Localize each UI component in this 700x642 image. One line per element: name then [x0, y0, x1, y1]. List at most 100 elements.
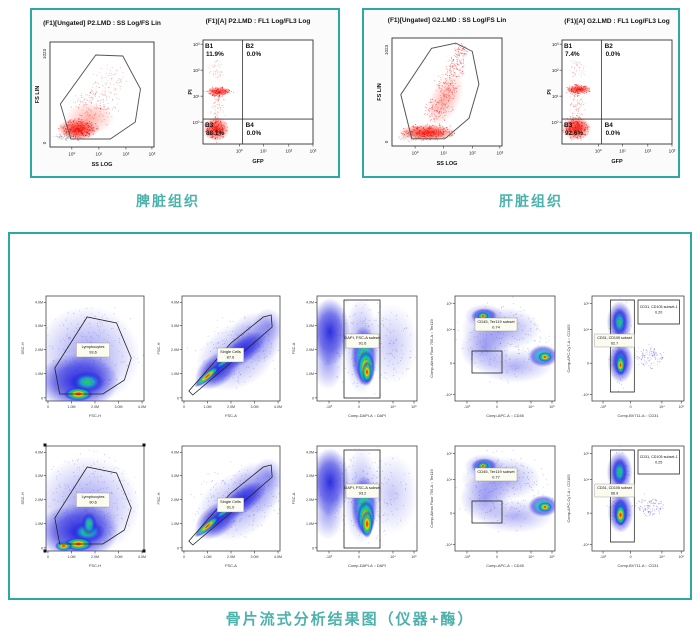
gate-label-box	[474, 317, 518, 332]
y-tick: 10⁵	[584, 302, 590, 306]
gate-name: Single Cells	[220, 499, 241, 504]
x-tick: 1.0M	[203, 555, 211, 559]
x-tick: 1.0M	[67, 405, 75, 409]
x-tick: 3.0M	[251, 405, 259, 409]
x-tick: -10³	[464, 555, 471, 559]
density-plot-r1-c3: FSC-A 4.0M 3.0M 2.0M 1.0M 0 DAPI, FSC-A subset…	[291, 295, 418, 418]
y-axis-label: PI	[188, 89, 194, 95]
y-axis-label: SSC-H	[20, 342, 25, 354]
y-tick: -10⁴	[445, 543, 452, 547]
x-axis-label: Comp-BV711-A :: CD31	[617, 413, 658, 418]
y-tick: 2.0M	[35, 498, 43, 502]
x-tick: -10³	[326, 555, 333, 559]
gate-label-box	[594, 483, 635, 498]
y-tick: 10³	[552, 42, 559, 47]
rect-gate	[637, 449, 680, 475]
y-tick: 10⁰	[193, 120, 200, 125]
gate-name: Single Cells	[220, 349, 241, 354]
y-tick: 2.0M	[306, 498, 314, 502]
y-tick: 1.0M	[35, 522, 43, 526]
gate-label-box	[345, 333, 380, 349]
y-tick: 1.0M	[171, 522, 179, 526]
y-tick: 10⁵	[447, 452, 453, 456]
quadrant-value: 88.1%	[206, 130, 224, 137]
y-tick: 10²	[193, 68, 200, 73]
y-tick: 2.0M	[171, 498, 179, 502]
x-axis-label: FSC-H	[89, 413, 101, 418]
gate-name: Lymphocytes	[82, 344, 105, 349]
x-tick: 4.0M	[274, 555, 282, 559]
x-axis-label: SS LOG	[437, 161, 458, 167]
y-tick: 0	[312, 546, 314, 550]
x-axis-label: Comp-APC-A :: CD45	[486, 413, 524, 418]
y-tick: -10⁴	[582, 393, 589, 397]
y-tick: 10⁴	[583, 478, 589, 482]
gate-value: 87.6	[227, 355, 235, 360]
x-tick: 4.0M	[138, 405, 146, 409]
density-plot-r2-c3: FSC-A 4.0M 3.0M 2.0M 1.0M 0 DAPI, FSC-A subset…	[291, 445, 418, 568]
quadrant-name: B2	[605, 43, 614, 50]
gate-name: CD45, Ter119 subset	[477, 319, 515, 324]
x-tick: -10³	[464, 405, 471, 409]
selection-handle[interactable]	[43, 549, 47, 553]
liver-caption: 肝脏组织	[499, 193, 563, 209]
x-tick: 3.0M	[115, 555, 123, 559]
x-tick: 0	[47, 405, 49, 409]
y-tick: 4.0M	[306, 451, 314, 455]
gate-name: CD31, CD105 subset	[597, 336, 633, 340]
plot-title: (F1)[Ungated] G2.LMD : SS Log/FS Lin	[388, 17, 506, 24]
y-tick: 0	[42, 141, 47, 144]
y-tick: 0	[177, 546, 179, 550]
density-plot-r1-c4: Comp-Alexa Fluor 700-A :: Ter11910⁵10⁴0-…	[429, 295, 556, 418]
bone-fragment-caption: 骨片流式分析结果图（仪器+酶）	[225, 611, 475, 628]
selection-handle[interactable]	[142, 443, 146, 447]
x-axis-label: FSC-H	[89, 563, 101, 568]
y-tick: 10⁴	[583, 328, 589, 332]
x-tick: 10²	[644, 149, 651, 154]
x-tick: 0	[358, 555, 360, 559]
y-tick: 1.0M	[35, 372, 43, 376]
y-tick: 10³	[193, 42, 200, 47]
x-tick: -10³	[326, 405, 333, 409]
polygon-gate	[188, 314, 273, 396]
y-tick: 10⁵	[584, 452, 590, 456]
quadrant-value: 0.0%	[606, 51, 621, 58]
x-tick: 10²	[469, 151, 476, 156]
gate-name: DAPI, FSC-A subset	[344, 335, 381, 340]
scatter-plot-g2: (F1)[Ungated] G2.LMD : SS Log/FS Lin FS L…	[377, 17, 506, 167]
x-axis-label: Comp-DAPI-A :: DAPI	[348, 413, 386, 418]
plot-title: (F1)[A] P2.LMD : FL1 Log/FL3 Log	[206, 18, 311, 25]
x-tick: -10³	[600, 555, 607, 559]
x-tick: 0	[358, 405, 360, 409]
y-tick: 10⁴	[446, 478, 452, 482]
y-tick: 0	[587, 362, 589, 366]
y-tick: 1023	[384, 44, 389, 55]
polygon-gate	[54, 316, 132, 395]
y-tick: 4.0M	[306, 301, 314, 305]
y-tick: 10¹	[193, 94, 200, 99]
selection-handle[interactable]	[43, 443, 47, 447]
x-tick: 2.0M	[227, 555, 235, 559]
x-tick: 10⁵	[678, 555, 684, 559]
polygon-gate	[54, 466, 132, 545]
y-tick: 3.0M	[306, 324, 314, 328]
gate-label-box	[474, 467, 518, 482]
rect-gate	[471, 350, 503, 374]
event-cloud	[562, 59, 591, 141]
quadrant-name: B4	[246, 122, 255, 129]
x-tick: 10⁰	[412, 151, 419, 156]
y-tick: 10¹	[552, 94, 559, 99]
quad-plot-p2: (F1)[A] P2.LMD : FL1 Log/FL3 Log PI 10³ 10²…	[188, 18, 317, 165]
x-tick: 10⁴	[528, 405, 534, 409]
y-tick: 3.0M	[171, 474, 179, 478]
y-tick: 0	[384, 140, 389, 143]
y-tick: 0	[41, 546, 43, 550]
x-tick: 0	[630, 555, 632, 559]
y-tick: 3.0M	[35, 324, 43, 328]
gate-label-box	[345, 483, 380, 499]
x-tick: 10¹	[260, 149, 267, 154]
gate-value: 91.6	[359, 341, 368, 346]
selection-handle[interactable]	[142, 549, 146, 553]
